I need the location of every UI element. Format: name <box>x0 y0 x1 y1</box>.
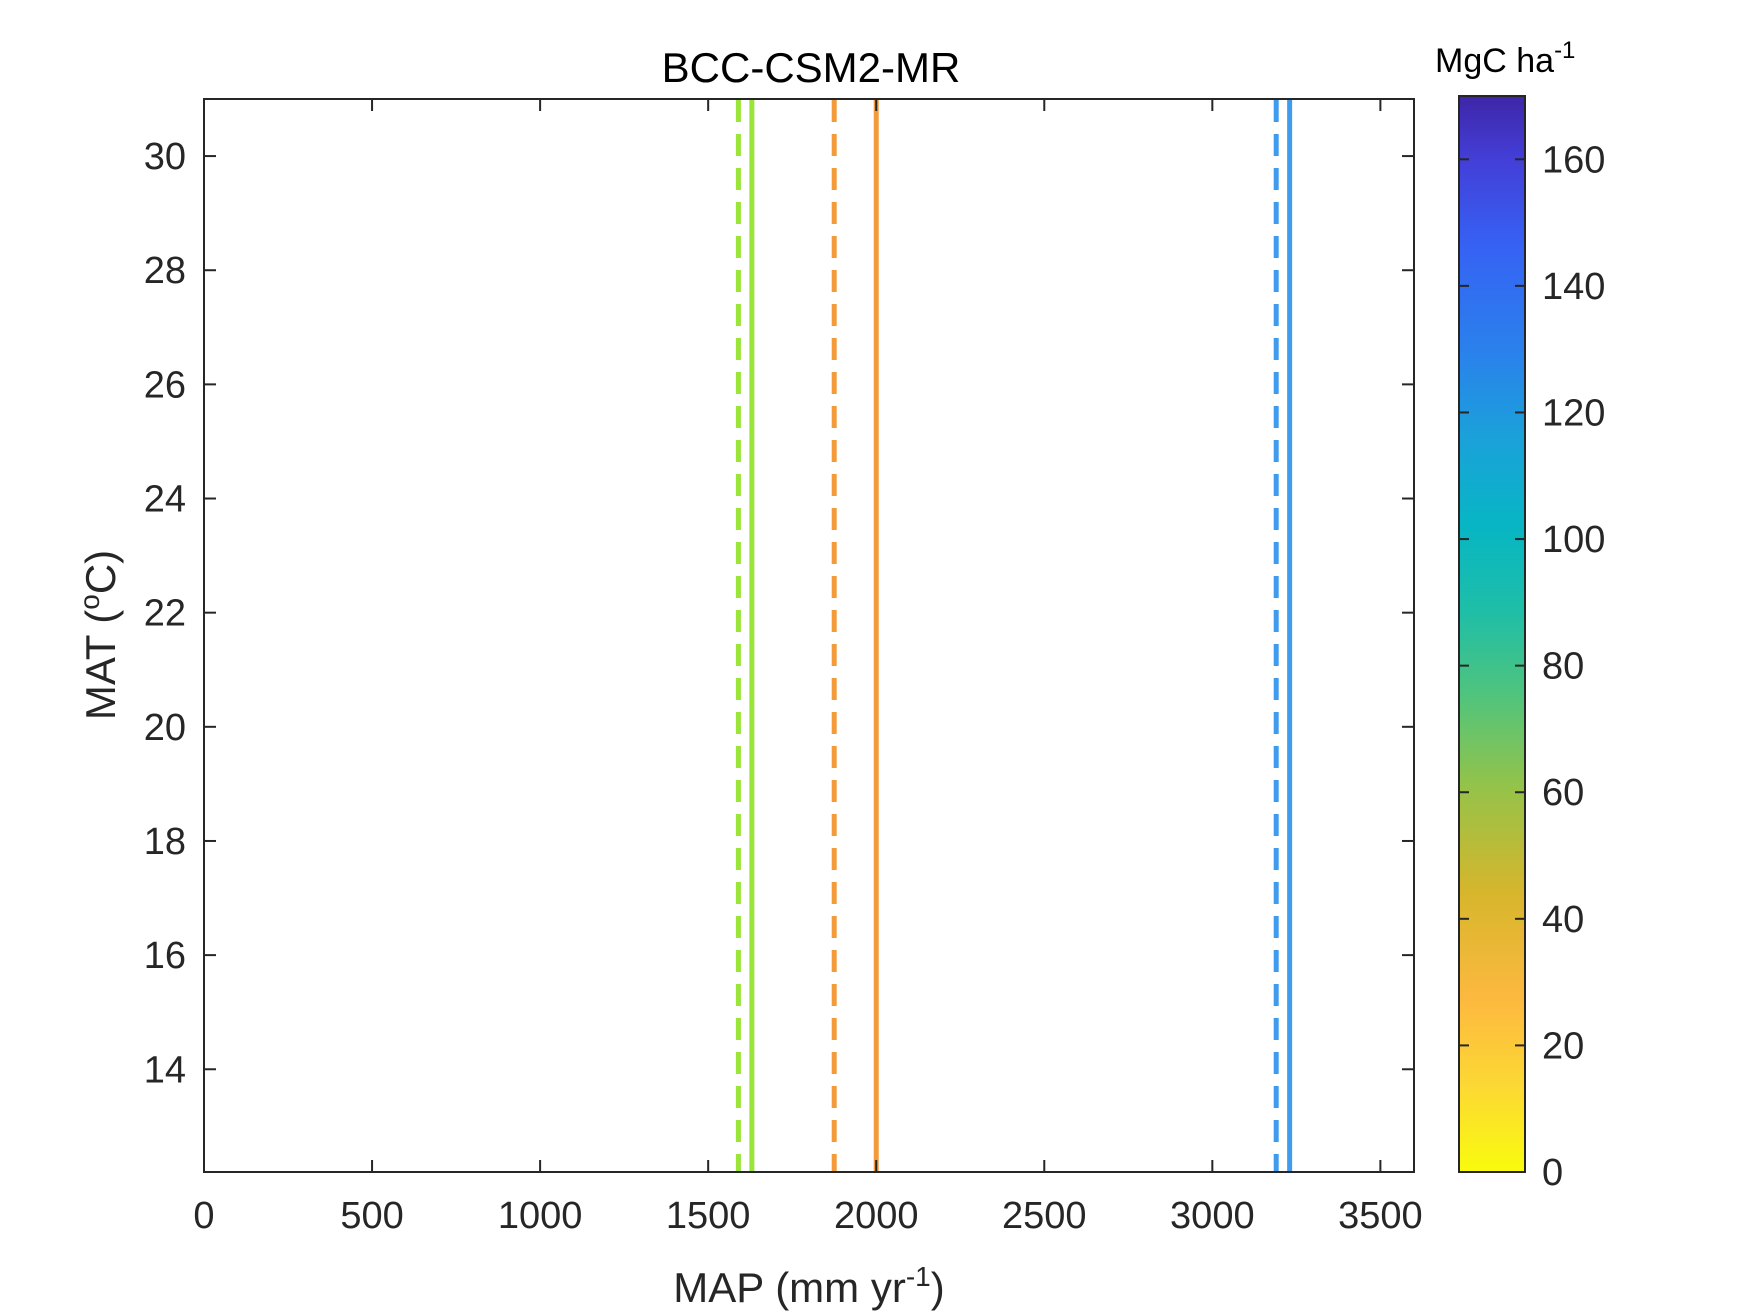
vertical-lines-group <box>735 100 1293 1171</box>
y-tick-label: 22 <box>144 593 186 635</box>
colorbar-tick-label: 120 <box>1542 392 1605 434</box>
x-ticks-group: 0 500 1000 1500 2000 2500 3000 3500 <box>193 99 1423 1237</box>
colorbar-tick-label: 20 <box>1542 1025 1584 1067</box>
colorbar-tick-label: 0 <box>1542 1152 1563 1194</box>
y-tick-label: 26 <box>144 364 186 406</box>
x-tick-label: 3000 <box>1170 1195 1255 1237</box>
y-tick-label: 20 <box>144 707 186 749</box>
colorbar-tick-label: 60 <box>1542 772 1584 814</box>
colorbar-tick-label: 40 <box>1542 899 1584 941</box>
chart-title: BCC-CSM2-MR <box>662 44 961 91</box>
y-tick-label: 16 <box>144 935 186 977</box>
y-tick-label: 18 <box>144 821 186 863</box>
x-tick-label: 1500 <box>666 1195 751 1237</box>
colorbar-tick-label: 160 <box>1542 139 1605 181</box>
x-tick-label: 3500 <box>1338 1195 1423 1237</box>
x-tick-label: 2500 <box>1002 1195 1087 1237</box>
colorbar-ticks-group: 0 20 40 60 80 100 120 140 160 <box>1459 139 1605 1194</box>
y-tick-label: 24 <box>144 479 186 521</box>
y-ticks-group: 14 16 18 20 22 24 26 28 30 <box>144 136 1414 1091</box>
y-tick-label: 30 <box>144 136 186 178</box>
x-tick-label: 0 <box>193 1195 214 1237</box>
colorbar <box>1458 95 1526 1173</box>
colorbar-tick-label: 80 <box>1542 646 1584 688</box>
x-axis-label: MAP (mm yr-1) <box>673 1261 944 1311</box>
colorbar-label: MgC ha-1 <box>1435 37 1575 80</box>
x-tick-label: 2000 <box>834 1195 919 1237</box>
colorbar-tick-label: 100 <box>1542 519 1605 561</box>
x-tick-label: 1000 <box>498 1195 583 1237</box>
y-tick-label: 28 <box>144 250 186 292</box>
x-tick-label: 500 <box>340 1195 403 1237</box>
colorbar-tick-label: 140 <box>1542 266 1605 308</box>
plot-area <box>203 98 1415 1173</box>
y-axis-label: MAT (oC) <box>74 550 124 720</box>
y-tick-label: 14 <box>144 1049 186 1091</box>
